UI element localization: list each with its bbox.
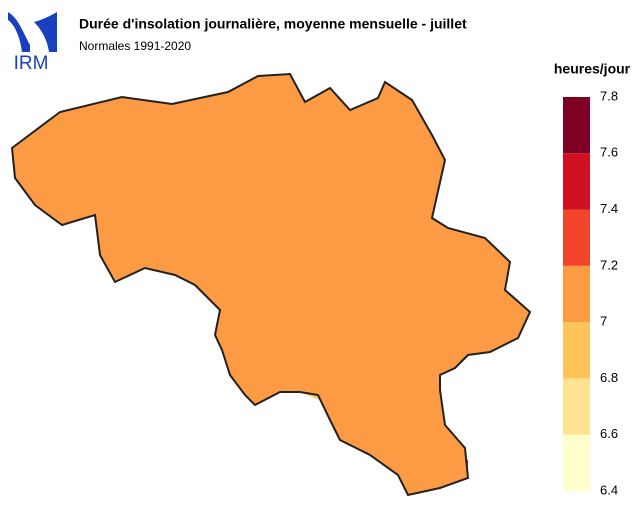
logo: IRM — [8, 12, 57, 74]
legend-tick-label: 7 — [600, 314, 607, 329]
legend-swatch — [563, 265, 590, 323]
legend-swatch — [563, 153, 590, 210]
legend-tick-label: 6.4 — [600, 482, 618, 497]
map-subtitle: Normales 1991-2020 — [79, 39, 191, 53]
legend-title: heures/jour — [554, 61, 631, 77]
legend-tick-label: 7.6 — [600, 145, 618, 160]
legend-tick-label: 7.8 — [600, 88, 618, 103]
map-title: Durée d'insolation journalière, moyenne … — [79, 16, 467, 32]
legend-tick-label: 7.4 — [600, 201, 618, 216]
legend-swatch — [563, 322, 590, 379]
legend-swatch — [563, 378, 590, 435]
legend-tick-label: 6.8 — [600, 370, 618, 385]
legend-swatch — [563, 209, 590, 266]
map — [11, 73, 531, 496]
legend-swatch — [563, 97, 590, 154]
legend-tick-label: 6.6 — [600, 426, 618, 441]
legend-swatch — [563, 434, 590, 491]
legend-tick-label: 7.2 — [600, 257, 618, 272]
logo-text: IRM — [14, 53, 49, 74]
